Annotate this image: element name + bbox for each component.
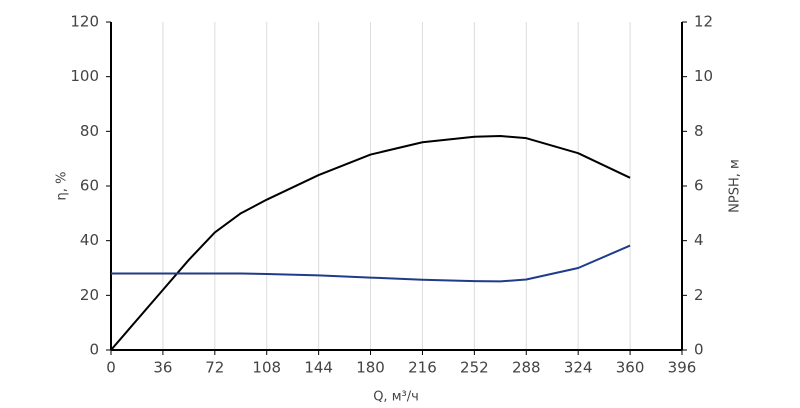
x-tick-label: 0	[106, 359, 116, 377]
y2-tick-label: 2	[694, 286, 704, 304]
y-axis-title: η, %	[55, 172, 70, 201]
y2-tick-label: 10	[694, 67, 713, 85]
series-line	[110, 134, 631, 351]
y2-tick-label: 0	[694, 341, 704, 359]
y-tick-label: 20	[80, 286, 99, 304]
y-tick-label: 100	[70, 67, 99, 85]
x-tick-label: 72	[205, 359, 224, 377]
y2-tick-label: 6	[694, 177, 704, 195]
x-tick-label: 396	[668, 359, 697, 377]
y-tick-label: 60	[80, 177, 99, 195]
x-tick-label: 216	[408, 359, 437, 377]
y2-tick-label: 4	[694, 231, 704, 249]
x-tick-label: 180	[356, 359, 385, 377]
x-tick-label: 108	[252, 359, 281, 377]
x-tick-label: 360	[616, 359, 645, 377]
x-tick-label: 144	[304, 359, 333, 377]
y-tick-label: 80	[80, 122, 99, 140]
y-tick-label: 120	[70, 13, 99, 31]
x-tick-label: 252	[460, 359, 489, 377]
y-tick-label: 40	[80, 231, 99, 249]
x-tick-label: 288	[512, 359, 541, 377]
y2-tick-label: 12	[694, 13, 713, 31]
y2-axis-title: NPSH, м	[728, 159, 743, 213]
y2-tick-label: 8	[694, 122, 704, 140]
series-line	[111, 244, 631, 283]
y-tick-label: 0	[89, 341, 99, 359]
x-axis-title: Q, м³/ч	[373, 390, 419, 405]
x-tick-label: 36	[153, 359, 172, 377]
x-tick-label: 324	[564, 359, 593, 377]
